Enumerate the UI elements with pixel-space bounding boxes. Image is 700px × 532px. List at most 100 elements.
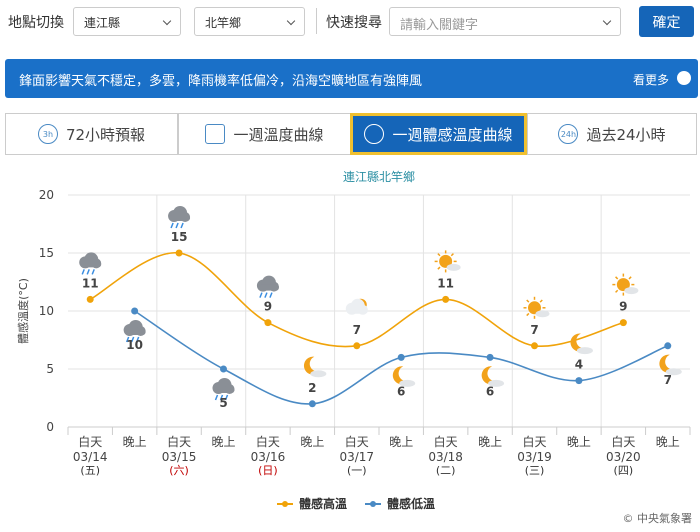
more-icon — [677, 71, 691, 85]
banner-text: 鋒面影響天氣不穩定，多雲，降雨機率低偏冷，沿海空曠地區有強陣風 — [19, 74, 423, 89]
weather-icon — [212, 378, 235, 401]
y-tick-label: 5 — [46, 362, 54, 376]
moon — [481, 366, 499, 385]
data-label: 11 — [437, 276, 454, 290]
tab-icon: 3h — [37, 124, 58, 144]
weather-icon — [256, 275, 279, 298]
x-tick-label: 白天 — [345, 434, 369, 449]
search-label: 快速搜尋 — [326, 15, 382, 31]
date-label: 03/18 — [428, 450, 463, 464]
sun — [616, 278, 630, 292]
data-label: 15 — [171, 230, 188, 244]
weather-icon — [303, 356, 327, 378]
location-label: 地點切換 — [8, 15, 64, 31]
point — [175, 249, 183, 257]
cloud — [488, 379, 505, 387]
rain-drop — [125, 336, 130, 343]
rain-drop — [259, 292, 263, 298]
cloud — [576, 347, 593, 355]
weather-icon — [345, 298, 368, 315]
weekday-label: (一) — [347, 464, 367, 477]
cloud — [346, 307, 368, 314]
county-select[interactable]: 連江縣 — [73, 7, 181, 36]
cloud — [624, 287, 639, 295]
point — [220, 365, 227, 373]
rain-drop — [170, 222, 174, 229]
point — [353, 342, 361, 350]
cloud — [535, 310, 550, 318]
date-label: 03/14 — [73, 450, 108, 464]
date-label: 03/20 — [606, 450, 641, 464]
weather-icon — [123, 320, 146, 343]
point — [664, 342, 672, 350]
weekday-label: (四) — [614, 464, 634, 477]
moon — [303, 356, 321, 375]
tab-label: 一週溫度曲線 — [233, 125, 324, 144]
cloud — [213, 387, 235, 393]
rain-drop — [91, 269, 95, 275]
banner: 鋒面影響天氣不穩定，多雲，降雨機率低偏冷，沿海空曠地區有強陣風 看更多 — [5, 59, 698, 98]
weather-icon — [612, 273, 639, 296]
tab[interactable]: 24h 過去24小時 — [527, 113, 697, 155]
data-label: 6 — [486, 384, 494, 398]
tab-active[interactable]: 一週體感溫度曲線 — [350, 113, 527, 155]
point — [486, 353, 494, 361]
sun-ray — [628, 276, 632, 280]
rain-drop — [86, 269, 90, 275]
date-label: 03/17 — [339, 450, 374, 464]
x-tick-label: 晚上 — [656, 435, 680, 449]
y-tick-label: 15 — [39, 246, 54, 260]
point — [531, 342, 538, 350]
data-label: 11 — [82, 276, 99, 290]
cloud — [310, 370, 327, 378]
data-label: 6 — [397, 384, 405, 398]
x-tick-label: 晚上 — [211, 435, 235, 449]
sun-ray — [615, 289, 619, 293]
confirm-button[interactable]: 確定 — [639, 6, 694, 37]
tab-icon — [205, 124, 226, 144]
x-tick-label: 白天 — [78, 434, 102, 449]
point — [442, 295, 450, 303]
weather-icon — [659, 354, 682, 376]
y-tick-label: 10 — [39, 304, 54, 318]
legend-marker — [370, 501, 376, 507]
weekday-label: (二) — [436, 464, 456, 477]
tab-label: 過去24小時 — [586, 125, 666, 144]
rain-drop — [130, 336, 135, 343]
tab[interactable]: 一週溫度曲線 — [178, 113, 351, 155]
township-select[interactable]: 北竿鄉 — [194, 7, 305, 36]
weekday-label: (三) — [525, 464, 545, 477]
cloud — [169, 215, 191, 221]
sun-ray — [450, 253, 454, 257]
point — [308, 400, 316, 408]
point — [131, 307, 139, 315]
moon — [570, 333, 587, 352]
rain-drop — [264, 292, 268, 298]
sun-ray — [539, 299, 543, 303]
sun-ray — [526, 312, 530, 317]
weather-icon — [434, 250, 461, 273]
data-label: 5 — [219, 396, 227, 410]
search-input[interactable]: 請輸入關鍵字 — [389, 7, 621, 36]
y-tick-label: 0 — [46, 420, 54, 434]
y-axis-label: 體感溫度(°C) — [16, 278, 30, 344]
data-label: 7 — [530, 323, 538, 337]
x-tick-label: 晚上 — [567, 435, 591, 449]
divider — [316, 8, 317, 34]
more-link[interactable]: 看更多 — [633, 73, 670, 87]
x-tick-label: 白天 — [434, 434, 458, 449]
rain-drop — [175, 222, 179, 229]
cloud — [665, 368, 682, 376]
tab[interactable]: 3h 72小時預報 — [5, 113, 178, 155]
sun-ray — [437, 266, 441, 270]
tab-icon — [364, 124, 385, 144]
tab-icon: 24h — [558, 124, 579, 144]
weekday-label: (五) — [80, 464, 100, 477]
rain-drop — [224, 394, 229, 401]
y-tick-label: 20 — [39, 188, 54, 202]
rain-drop — [269, 292, 273, 298]
cloud — [80, 261, 102, 268]
data-label: 9 — [264, 300, 272, 314]
sun-ray — [437, 253, 441, 257]
